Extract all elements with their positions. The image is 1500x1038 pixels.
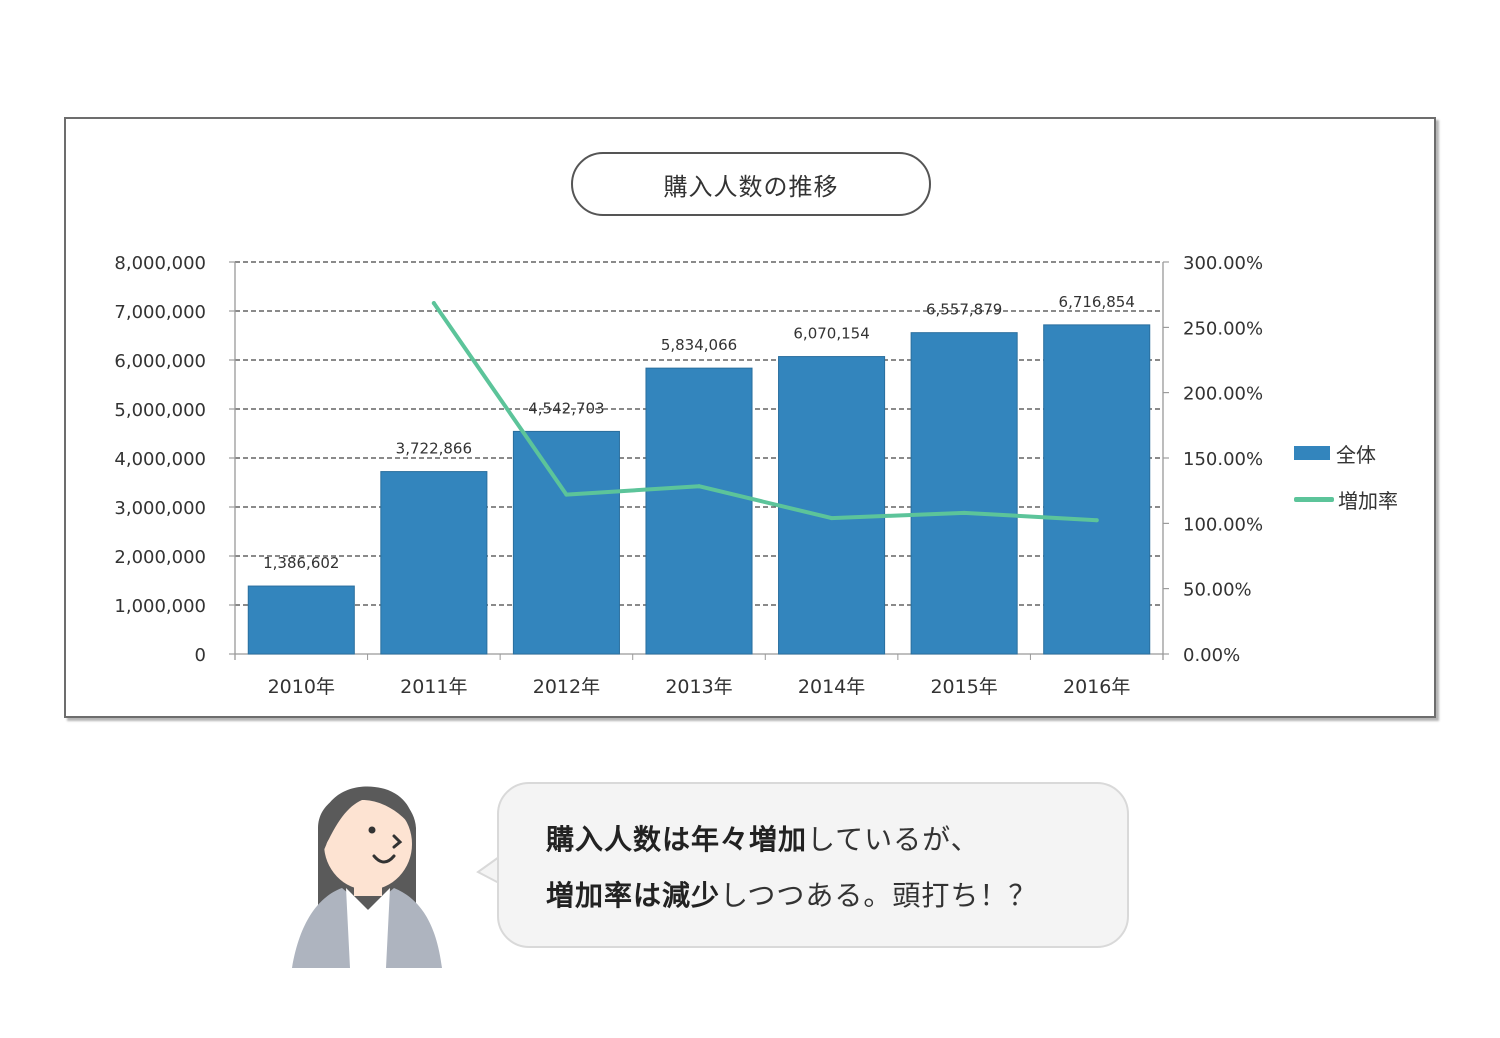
- growth-rate-point: [431, 301, 436, 306]
- chart-title: 購入人数の推移: [571, 152, 931, 216]
- bar-value-label: 3,722,866: [396, 440, 472, 458]
- bar: [512, 430, 620, 655]
- y-left-tick-label: 2,000,000: [114, 547, 206, 568]
- bar-value-label: 4,542,703: [528, 399, 604, 417]
- growth-rate-point: [697, 484, 701, 489]
- speech-text: 購入人数は年々増加しているが、 増加率は減少しつつある。頭打ち！？: [546, 812, 1106, 924]
- mouth: [372, 854, 396, 864]
- eye-right-wink: [392, 834, 403, 849]
- y-left-tick-label: 0: [195, 645, 206, 666]
- speech-line-2-bold: 増加率は減少: [546, 879, 721, 912]
- growth-rate-line: [431, 301, 1099, 523]
- bar: [1043, 324, 1151, 655]
- x-tick-label: 2016年: [1063, 676, 1130, 698]
- bar-value-label: 5,834,066: [661, 336, 737, 354]
- y-left-tick-label: 5,000,000: [114, 400, 206, 421]
- x-tick-label: 2013年: [665, 676, 732, 698]
- legend-item-line: 増加率: [1294, 484, 1398, 514]
- chart-legend: 全体 増加率: [1294, 438, 1398, 530]
- y-right-tick-label: 300.00%: [1183, 253, 1263, 274]
- woman-illustration: [290, 770, 450, 974]
- y-left-tick-label: 8,000,000: [114, 253, 206, 274]
- growth-rate-point: [564, 492, 569, 497]
- y-right-tick-label: 150.00%: [1183, 449, 1263, 470]
- bar-value-label: 1,386,602: [263, 554, 339, 572]
- growth-rate-point: [1094, 518, 1099, 523]
- bar-value-label: 6,716,854: [1059, 293, 1135, 311]
- legend-line-label: 増加率: [1338, 488, 1398, 513]
- bar: [910, 332, 1018, 655]
- speech-line-2: 増加率は減少しつつある。頭打ち！？: [546, 868, 1106, 924]
- legend-line-swatch: [1294, 496, 1334, 502]
- growth-rate-point: [829, 516, 834, 521]
- y-right-tick-label: 100.00%: [1183, 514, 1263, 535]
- y-left-tick-label: 3,000,000: [114, 498, 206, 519]
- ear: [326, 837, 342, 859]
- shirt: [346, 888, 390, 968]
- y-left-tick-label: 4,000,000: [114, 449, 206, 470]
- y-right-tick-label: 50.00%: [1183, 580, 1252, 601]
- speech-line-1: 購入人数は年々増加しているが、: [546, 812, 1106, 868]
- bar-value-label: 6,557,879: [926, 301, 1002, 319]
- bar: [645, 367, 753, 655]
- legend-item-bar: 全体: [1294, 438, 1398, 468]
- x-tick-label: 2012年: [533, 676, 600, 698]
- hair-bangs: [320, 786, 414, 850]
- bar: [380, 471, 488, 655]
- y-right-tick-label: 200.00%: [1183, 384, 1263, 405]
- y-right-tick-label: 250.00%: [1183, 318, 1263, 339]
- y-left-tick-label: 6,000,000: [114, 351, 206, 372]
- y-left-tick-label: 7,000,000: [114, 302, 206, 323]
- legend-bar-swatch: [1294, 446, 1330, 460]
- x-tick-label: 2010年: [268, 676, 335, 698]
- y-right-tick-label: 0.00%: [1183, 645, 1240, 666]
- x-tick-label: 2014年: [798, 676, 865, 698]
- eye-left: [368, 826, 376, 834]
- face: [324, 798, 412, 890]
- bar: [778, 356, 886, 655]
- speech-line-2-rest: しつつある。頭打ち！？: [720, 879, 1038, 912]
- speech-line-1-rest: しているが、: [807, 823, 980, 856]
- speech-line-1-bold: 購入人数は年々増加: [546, 823, 808, 856]
- growth-rate-point: [962, 510, 967, 515]
- bar: [247, 585, 355, 655]
- bar-value-label: 6,070,154: [793, 325, 869, 343]
- legend-bar-label: 全体: [1336, 442, 1376, 467]
- x-tick-label: 2011年: [400, 676, 467, 698]
- y-left-tick-label: 1,000,000: [114, 596, 206, 617]
- speech-bubble: [497, 782, 1129, 948]
- x-tick-label: 2015年: [930, 676, 997, 698]
